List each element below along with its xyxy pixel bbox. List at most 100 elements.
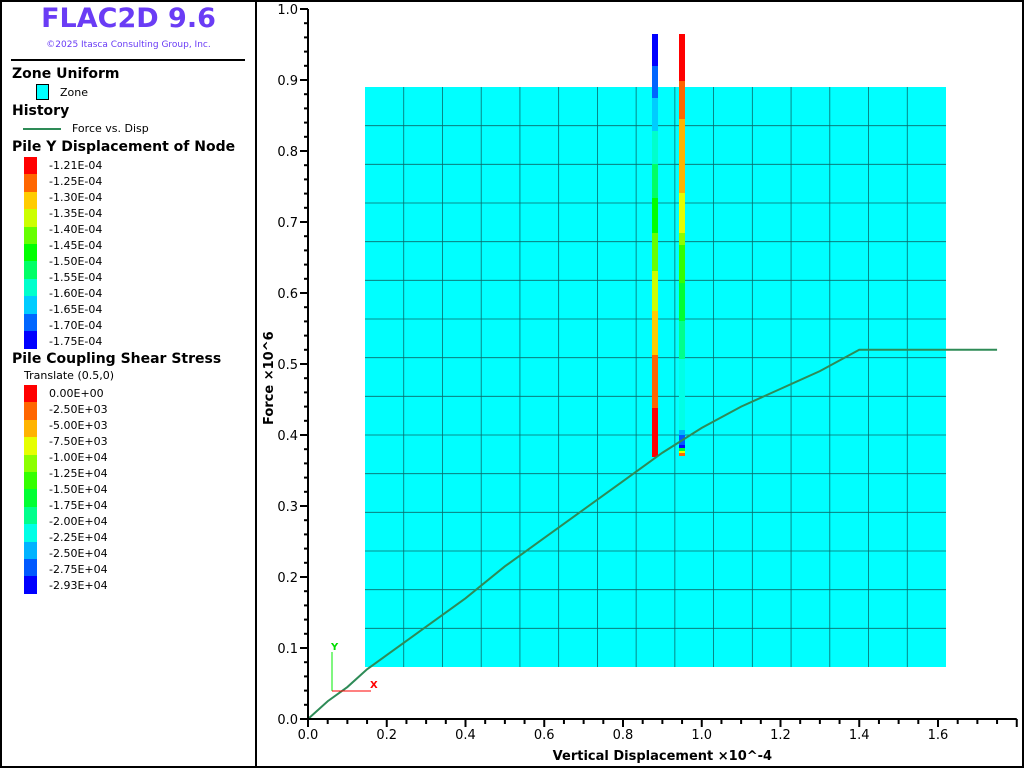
y-tick-label: 0.7 [277,216,298,231]
y-tick-label: 0.3 [277,500,298,515]
history-heading: History [12,103,70,119]
scale-label: -1.60E-04 [49,287,103,300]
color-swatch [24,209,37,228]
pile-displacement-segment [652,311,658,355]
scale-label: -1.35E-04 [49,207,103,220]
pile-shear-segment [679,283,685,321]
scale-label: -1.21E-04 [49,159,103,172]
history-plot[interactable]: 0.0 0.1 0.2 0.3 0.4 0.5 0.6 0.7 0.8 0.9 1.0 0.0 0.2 0… [258,0,1022,766]
color-swatch [24,402,37,421]
x-tick-label: 0.2 [376,728,397,743]
zone-label: Zone [60,86,89,99]
scale-label: 0.00E+00 [49,387,104,400]
pile-displacement-segment [652,198,658,233]
x-tick-label: 1.4 [849,728,870,743]
color-swatch [24,261,37,280]
color-swatch [24,437,37,456]
color-swatch [24,244,37,262]
pile-shear-segment [679,445,685,448]
color-swatch [24,385,37,403]
scale-label: -1.75E-04 [49,335,103,348]
force-disp-curve [307,348,998,720]
pile-shear-subtitle: Translate (0.5,0) [24,369,115,382]
scale-label: -1.00E+04 [49,451,108,464]
pile-shear-segment [679,451,685,453]
pile-shear-segment [679,81,685,119]
pile-shear-heading: Pile Coupling Shear Stress [12,351,222,367]
pile-shear-segment [679,448,685,451]
scale-label: -2.25E+04 [49,531,108,544]
x-tick-label: 0.0 [298,728,319,743]
scale-label: -5.00E+03 [49,419,108,432]
app-title: FLAC2D 9.6 [41,3,216,34]
color-swatch [24,419,37,438]
scale-label: -1.30E-04 [49,191,103,204]
scale-label: -1.55E-04 [49,271,103,284]
scale-label: -2.00E+04 [49,515,108,528]
scale-label: -2.50E+03 [49,403,108,416]
scale-label: -2.50E+04 [49,547,108,560]
scale-label: -7.50E+03 [49,435,108,448]
pile-shear-segment [679,453,685,456]
triad-x-label: X [370,680,378,691]
triad-y-label: Y [330,642,339,653]
scale-label: -1.25E+04 [49,467,108,480]
scale-label: -1.50E+04 [49,483,108,496]
scale-label: -1.70E-04 [49,319,103,332]
pile-displacement-segment [652,408,658,457]
scale-label: -1.75E+04 [49,499,108,512]
color-swatch [24,157,37,175]
x-tick-label: 1.0 [691,728,712,743]
y-tick-label: 0.9 [277,74,298,89]
color-swatch [24,296,37,315]
y-tick-label: 0.8 [277,145,298,160]
x-axis-label: Vertical Displacement ×10^-4 [553,749,772,764]
history-line-swatch [23,128,61,130]
scale-label: -1.25E-04 [49,175,103,188]
color-swatch [24,524,37,543]
y-tick-label: 1.0 [277,3,298,18]
pile-shear-segment [679,193,685,233]
legend-panel: FLAC2D 9.6 ©2025 Itasca Consulting Group… [0,0,257,768]
color-swatch [24,472,37,490]
scale-label: -1.45E-04 [49,239,103,252]
pile-disp-heading: Pile Y Displacement of Node [12,139,236,155]
pile-displacement-segment [652,34,658,66]
color-swatch [24,331,37,349]
history-label: Force vs. Disp [72,122,149,135]
color-swatch [24,226,37,245]
x-tick-label: 0.6 [534,728,555,743]
color-swatch [24,489,37,508]
color-swatch [24,191,37,210]
x-tick-label: 0.8 [613,728,634,743]
scale-label: -1.40E-04 [49,223,103,236]
x-tick-label: 1.2 [770,728,791,743]
y-axis-label: Force ×10^6 [262,331,277,425]
pile-displacement-segment [652,131,658,164]
divider [11,59,245,61]
pile-displacement-segment [652,66,658,98]
pile-shear-segment [679,119,685,193]
color-swatch [24,174,37,193]
color-swatch [24,576,37,595]
y-tick-label: 0.6 [277,287,298,302]
color-swatch [24,278,37,297]
pile-displacement-segment [652,98,658,131]
pile-displacement-segment [652,233,658,271]
pile-shear-segment [679,233,685,245]
pile-shear-segment [679,321,685,359]
color-swatch [24,454,37,473]
y-tick-label: 0.0 [277,713,298,728]
zone-swatch [36,84,49,100]
y-tick-label: 0.2 [277,571,298,586]
scale-label: -1.65E-04 [49,303,103,316]
pile-displacement-segment [652,164,658,198]
pile-displacement-segment [652,271,658,311]
color-swatch [24,559,37,577]
scale-label: -2.93E+04 [49,579,108,592]
y-tick-label: 0.1 [277,642,298,657]
pile-shear-segment [679,245,685,283]
pile-shear-segment [679,34,685,81]
pile-displacement-segment [652,355,658,408]
